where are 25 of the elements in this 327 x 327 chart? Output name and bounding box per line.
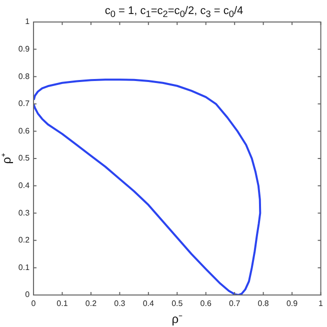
x-tick-label: 0.7 [229,299,241,308]
y-tick-label: 0.9 [18,44,30,54]
chart-title: c$_{0}$ = 1, c$_{1}$=c$_{2}$=c$_{0}$/2, c$_{3}$ = c$_{0}$/4 [104,5,244,20]
y-tick-label: 0.6 [18,126,30,136]
x-tick-label: 1 [318,299,324,308]
x-tick-label: 0.9 [286,299,298,308]
x-tick-label: 0.2 [85,299,98,308]
y-tick-label: 0.1 [18,262,30,272]
y-tick-label: 1 [25,17,30,26]
x-tick-label: 0.1 [56,299,68,308]
y-tick-label: 0.7 [18,99,30,108]
x-axis-title: ρ⁻ [172,312,183,326]
x-tick-label: 0.8 [258,299,270,308]
x-tick-label: 0.3 [114,299,126,308]
y-tick-label: 0 [25,290,30,300]
x-tick-label: 0.5 [172,299,184,308]
y-axis-title: ρ⁺ [0,153,14,164]
x-tick-label: 0.4 [142,299,155,308]
y-tick-label: 0.2 [18,236,30,245]
x-tick-label: 0.6 [200,299,212,308]
y-tick-label: 0.3 [18,208,30,218]
y-tick-label: 0.5 [18,154,30,163]
y-tick-label: 0.8 [18,72,30,81]
x-tick-label: 0 [31,299,36,308]
y-tick-label: 0.4 [18,181,30,190]
